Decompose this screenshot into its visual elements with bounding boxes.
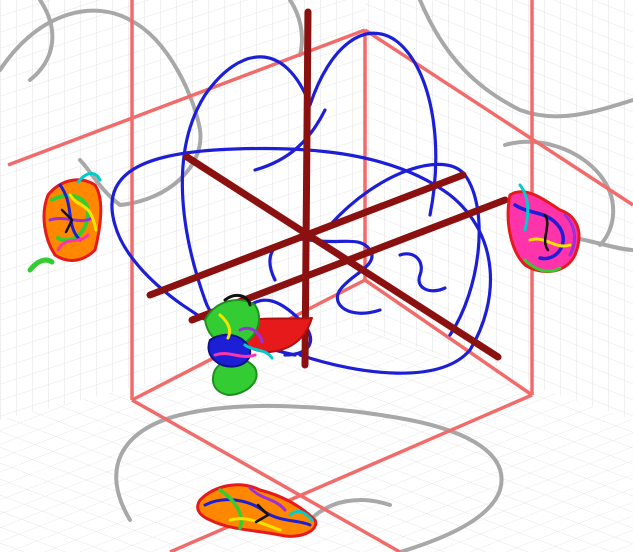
right-wall-contour bbox=[418, 0, 633, 119]
box-edge bbox=[364, 28, 633, 207]
trace-branch-upper bbox=[253, 108, 327, 172]
axis-vertical bbox=[301, 8, 312, 369]
trace-branch-small bbox=[398, 252, 447, 293]
top-contour bbox=[288, 0, 304, 57]
bounding-box bbox=[7, 0, 633, 552]
box-edge bbox=[131, 398, 401, 552]
box-edge bbox=[364, 278, 533, 397]
floor-contour-inner bbox=[308, 498, 392, 522]
floor-contour bbox=[114, 403, 504, 552]
trace-loop-outer bbox=[110, 146, 493, 375]
left-wall-contour-2 bbox=[28, 0, 55, 82]
left-wall-projection bbox=[27, 172, 103, 273]
soma-cluster bbox=[204, 293, 313, 396]
left-wall-contour bbox=[0, 8, 203, 208]
axis-diagonal-b bbox=[183, 153, 502, 361]
right-wall-projection bbox=[506, 183, 581, 274]
floor-projection bbox=[196, 483, 318, 538]
